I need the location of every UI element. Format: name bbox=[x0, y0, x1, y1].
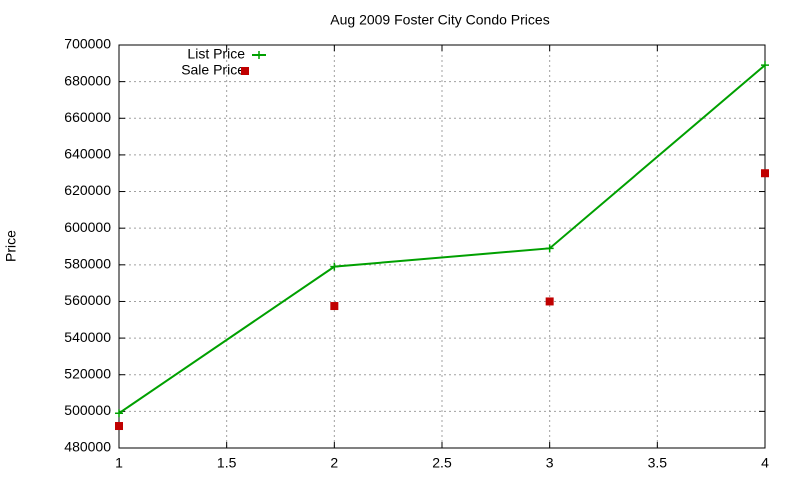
y-tick-label: 640000 bbox=[64, 146, 111, 162]
x-tick-label: 1.5 bbox=[217, 455, 237, 471]
y-tick-label: 480000 bbox=[64, 439, 111, 455]
y-tick-label: 500000 bbox=[64, 402, 111, 418]
legend-label: Sale Price bbox=[181, 62, 245, 78]
plot-frame bbox=[118, 44, 766, 449]
point bbox=[761, 61, 769, 70]
point bbox=[330, 262, 339, 271]
y-tick-label: 600000 bbox=[64, 219, 111, 235]
y-tick-label: 560000 bbox=[64, 292, 111, 308]
x-tick-label: 4 bbox=[761, 455, 769, 471]
y-axis-label: Price bbox=[3, 230, 19, 262]
x-tick-label: 2.5 bbox=[432, 455, 452, 471]
y-tick-label: 660000 bbox=[64, 109, 111, 125]
x-tick-label: 1 bbox=[115, 455, 123, 471]
point bbox=[115, 422, 123, 431]
point bbox=[545, 244, 554, 253]
legend-marker bbox=[255, 51, 263, 59]
y-tick-label: 540000 bbox=[64, 329, 111, 345]
line bbox=[118, 64, 766, 415]
x-tick-label: 2 bbox=[330, 455, 338, 471]
y-tick-label: 520000 bbox=[64, 365, 111, 381]
x-tick-label: 3.5 bbox=[648, 455, 668, 471]
x-tick-label: 3 bbox=[546, 455, 554, 471]
point bbox=[330, 302, 339, 311]
point bbox=[761, 169, 769, 178]
y-tick-label: 680000 bbox=[64, 72, 111, 88]
y-tick-label: 620000 bbox=[64, 182, 111, 198]
legend-label: List Price bbox=[187, 46, 245, 62]
point bbox=[545, 297, 554, 306]
y-tick-label: 700000 bbox=[64, 36, 111, 52]
legend-marker bbox=[241, 67, 249, 75]
chart-title: Aug 2009 Foster City Condo Prices bbox=[330, 12, 549, 28]
point bbox=[115, 409, 123, 418]
y-tick-label: 580000 bbox=[64, 256, 111, 272]
